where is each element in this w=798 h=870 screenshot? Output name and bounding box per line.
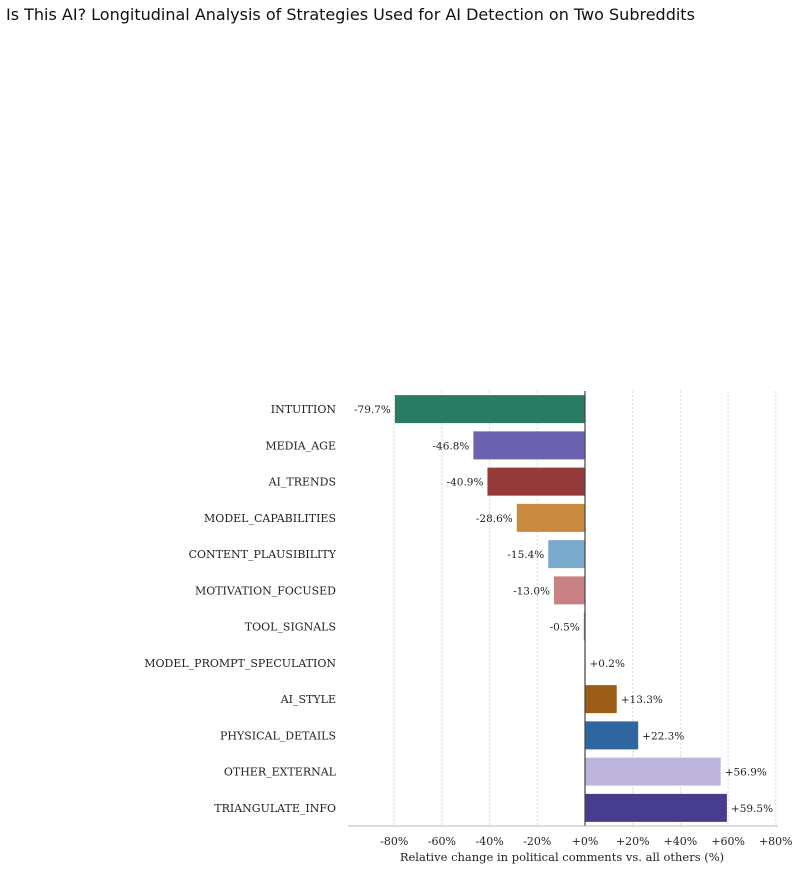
category-label: OTHER_EXTERNAL <box>224 766 337 779</box>
bar-motivation-focused <box>553 576 585 605</box>
x-tick-label: -20% <box>523 835 551 848</box>
value-label: -46.8% <box>432 440 469 452</box>
value-label: +56.9% <box>725 767 767 779</box>
x-tick-label: +0% <box>572 835 599 848</box>
value-label: -40.9% <box>447 477 484 489</box>
category-label: CONTENT_PLAUSIBILITY <box>189 548 337 561</box>
category-label: MOTIVATION_FOCUSED <box>195 584 336 597</box>
x-tick-label: +80% <box>759 835 793 848</box>
category-label: MODEL_PROMPT_SPECULATION <box>144 657 336 670</box>
x-tick-label: -40% <box>476 835 504 848</box>
value-label: -13.0% <box>513 585 550 597</box>
page-title: Is This AI? Longitudinal Analysis of Str… <box>6 5 695 24</box>
value-label: +22.3% <box>642 730 684 742</box>
x-axis-title: Relative change in political comments vs… <box>400 850 724 864</box>
x-tick-label: +60% <box>711 835 745 848</box>
bar-ai-style <box>585 685 617 714</box>
value-label: -15.4% <box>507 549 544 561</box>
value-label: -79.7% <box>354 404 391 416</box>
bar-model-capabilities <box>516 503 585 532</box>
bar-intuition <box>394 395 585 424</box>
x-tick-label: +40% <box>664 835 698 848</box>
bar-content-plausibility <box>548 540 585 569</box>
category-label: PHYSICAL_DETAILS <box>220 729 336 742</box>
x-tick-label: -80% <box>380 835 408 848</box>
value-label: +13.3% <box>621 694 663 706</box>
bar-media-age <box>473 431 585 460</box>
value-label: -0.5% <box>550 622 580 634</box>
x-tick-label: -60% <box>428 835 456 848</box>
category-label: MODEL_CAPABILITIES <box>204 512 336 525</box>
grid-lines <box>393 391 777 826</box>
value-label: +0.2% <box>589 658 624 670</box>
category-label: INTUITION <box>271 403 337 416</box>
labels: INTUITION -79.7% MEDIA_AGE -46.8% AI_TRENDS -… <box>144 403 792 848</box>
bar-physical-details <box>585 721 639 750</box>
value-label: +59.5% <box>731 803 773 815</box>
category-label: AI_TRENDS <box>268 476 336 489</box>
category-label: TRIANGULATE_INFO <box>214 802 336 815</box>
bar-ai-trends <box>487 467 585 496</box>
bar-other-external <box>585 757 721 786</box>
category-label: TOOL_SIGNALS <box>245 621 336 634</box>
axes <box>348 391 778 827</box>
bar-triangulate-info <box>585 793 727 822</box>
x-tick-label: +20% <box>616 835 650 848</box>
category-label: AI_STYLE <box>280 693 336 706</box>
category-label: MEDIA_AGE <box>265 439 336 452</box>
bars <box>394 395 727 822</box>
value-label: -28.6% <box>476 513 513 525</box>
